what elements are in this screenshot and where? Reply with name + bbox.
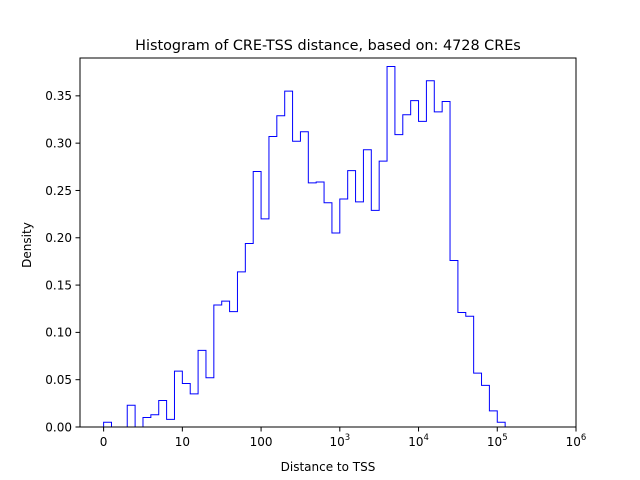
histogram-bar	[261, 219, 269, 427]
x-axis: 0 10 100 103 104 105 106	[100, 427, 587, 449]
histogram-bar	[387, 67, 395, 427]
histogram-bar	[167, 419, 175, 427]
histogram-bar	[411, 101, 419, 427]
histogram-bar	[245, 243, 253, 427]
x-tick-exponent: 4	[423, 433, 428, 443]
histogram-bar	[143, 418, 151, 427]
histogram-bar	[371, 210, 379, 427]
histogram-bar	[363, 150, 371, 427]
histogram-bar	[206, 378, 214, 427]
histogram-bar	[316, 182, 324, 427]
x-tick-label: 106	[566, 433, 587, 449]
histogram-bar	[442, 102, 450, 427]
x-tick-label: 104	[408, 433, 429, 449]
histogram-bar	[300, 132, 308, 427]
x-tick-label: 10	[175, 435, 190, 449]
histogram-bar	[434, 112, 442, 427]
x-axis-label: Distance to TSS	[281, 460, 376, 474]
histogram-step-outline	[103, 66, 506, 428]
histogram-bar	[237, 272, 245, 427]
histogram-bar	[379, 161, 387, 427]
histogram-bar	[356, 202, 364, 427]
histogram-bar	[277, 116, 285, 427]
histogram-bar	[482, 385, 490, 427]
histogram-bar	[474, 373, 482, 427]
histogram-bar	[450, 260, 458, 427]
histogram-bar	[466, 316, 474, 427]
histogram-bar	[230, 312, 238, 427]
plot-frame	[79, 57, 577, 428]
y-tick-label: 0.25	[45, 184, 72, 198]
x-tick-label: 100	[250, 435, 273, 449]
histogram-bar	[403, 115, 411, 427]
histogram-bar	[293, 141, 301, 427]
histogram-bar	[348, 171, 356, 427]
histogram-bar	[395, 135, 403, 427]
y-tick-label: 0.10	[45, 326, 72, 340]
histogram-bar	[458, 313, 466, 427]
histogram-bar	[151, 415, 159, 427]
y-tick-label: 0.15	[45, 278, 72, 292]
plot-area	[79, 57, 577, 428]
chart-title: Histogram of CRE-TSS distance, based on:…	[135, 38, 521, 54]
histogram-bar	[285, 91, 293, 427]
histogram-bar	[182, 383, 190, 427]
histogram-bar	[426, 81, 434, 427]
y-tick-label: 0.30	[45, 136, 72, 150]
histogram-bar	[497, 422, 505, 427]
histogram-bar	[190, 394, 198, 427]
histogram-bar	[269, 137, 277, 427]
y-tick-label: 0.20	[45, 231, 72, 245]
histogram-bar	[308, 183, 316, 427]
y-tick-label: 0.35	[45, 89, 72, 103]
histogram-bar	[419, 121, 427, 427]
y-axis: 0.00 0.05 0.10 0.15 0.20 0.25 0.30 0.35	[45, 89, 80, 434]
histogram-bar	[222, 301, 230, 427]
y-tick-label: 0.00	[45, 420, 72, 434]
histogram-bar	[127, 405, 135, 427]
histogram-bar	[159, 401, 167, 427]
histogram-bar	[214, 305, 222, 427]
histogram-bar	[332, 233, 340, 427]
histogram-bar	[104, 422, 112, 427]
x-tick-label: 105	[487, 433, 508, 449]
histogram-bar	[340, 199, 348, 427]
y-axis-label: Density	[20, 222, 34, 268]
x-tick-label: 103	[329, 433, 350, 449]
histogram-bar	[489, 411, 497, 427]
histogram-bar	[253, 172, 261, 427]
x-tick-label: 0	[100, 435, 108, 449]
histogram-bar	[324, 203, 332, 427]
x-tick-exponent: 5	[502, 433, 507, 443]
y-tick-label: 0.05	[45, 373, 72, 387]
x-tick-exponent: 3	[345, 433, 350, 443]
histogram-bar	[198, 350, 206, 427]
x-tick-exponent: 6	[581, 433, 586, 443]
histogram-bar	[174, 371, 182, 427]
